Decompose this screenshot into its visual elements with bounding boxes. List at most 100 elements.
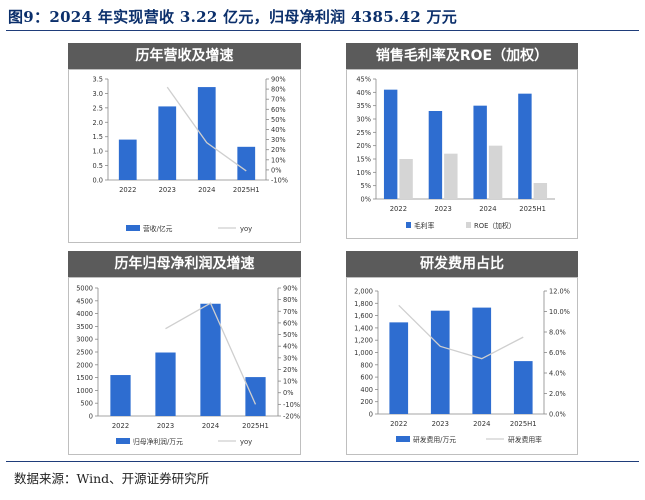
margin-bar-secondary	[444, 153, 458, 199]
rd-bar-primary	[513, 361, 533, 414]
netprofit-bar-primary	[110, 375, 131, 416]
margin-bar-secondary	[488, 145, 503, 199]
rd-left-tick-label: 1,800	[354, 300, 373, 308]
margin-bar-primary	[473, 105, 487, 199]
revenue-right-tick-label: 50%	[271, 116, 286, 124]
rd-left-tick-label: 2,000	[354, 288, 373, 296]
revenue-chart: 0.0 0.5 1.0 1.5 2.0 2.5 3.0 3.5 -10% 0% 10% 20% 30% 4…	[93, 76, 289, 234]
revenue-legend-label: 营收/亿元	[143, 224, 173, 233]
rd-right-tick-label: 12.0%	[549, 288, 570, 296]
netprofit-right-tick-label: 70%	[283, 308, 298, 316]
figure-title: 图9：2024 年实现营收 3.22 亿元，归母净利润 4385.42 万元	[8, 8, 458, 26]
revenue-right-tick-label: 0%	[271, 166, 281, 174]
revenue-legend-swatch	[126, 225, 140, 231]
rd-left-tick-label: 800	[360, 361, 373, 369]
rd-right-tick-label: 10.0%	[549, 308, 570, 316]
revenue-right-tick-label: 20%	[271, 146, 286, 154]
revenue-bar-primary	[237, 146, 256, 180]
rd-right-tick-label: 4.0%	[549, 370, 566, 378]
margin-left-tick-label: 45%	[356, 76, 371, 84]
netprofit-left-tick-label: 5000	[76, 285, 93, 293]
margin-left-tick-label: 0%	[361, 196, 371, 204]
revenue-left-tick-label: 1.0	[93, 148, 104, 156]
netprofit-line-series	[165, 302, 257, 405]
revenue-category-label: 2024	[198, 186, 215, 194]
revenue-right-tick-label: 90%	[271, 76, 286, 84]
netprofit-left-tick-label: 2000	[76, 361, 93, 369]
netprofit-right-tick-label: 10%	[283, 378, 298, 386]
revenue-right-tick-label: -10%	[271, 177, 288, 185]
rd-bar-primary	[472, 307, 492, 414]
netprofit-category-label: 2025H1	[242, 422, 269, 430]
rd-line-series	[398, 304, 524, 360]
netprofit-right-tick-label: 20%	[283, 366, 298, 374]
revenue-left-tick-label: 3.5	[93, 76, 104, 84]
margin-left-tick-label: 35%	[356, 102, 371, 110]
revenue-left-tick-label: 0.0	[93, 177, 104, 185]
revenue-panel: 历年营收及增速 0.0 0.5 1.0 1.5 2.0 2.5 3.0 3.5 -10% 0% 10…	[68, 43, 301, 243]
revenue-category-label: 2022	[119, 186, 136, 194]
revenue-left-tick-label: 3.0	[93, 90, 104, 98]
netprofit-left-tick-label: 4500	[76, 297, 93, 305]
netprofit-right-tick-label: 0%	[283, 389, 293, 397]
revenue-right-tick-label: 70%	[271, 96, 286, 104]
rd-right-tick-label: 8.0%	[549, 329, 566, 337]
rd-left-tick-label: 1,400	[354, 324, 373, 332]
rd-legend-label: 研发费用率	[508, 435, 542, 444]
margin-legend-swatch	[466, 222, 471, 228]
margin-legend-label: ROE（加权）	[474, 221, 516, 230]
netprofit-left-tick-label: 1500	[76, 374, 93, 382]
revenue-left-tick-label: 2.0	[93, 119, 104, 127]
margin-bar-primary	[518, 93, 532, 199]
netprofit-left-tick-label: 1000	[76, 387, 93, 395]
revenue-right-tick-label: 30%	[271, 136, 286, 144]
revenue-right-tick-label: 80%	[271, 86, 286, 94]
netprofit-left-tick-label: 2500	[76, 349, 93, 357]
margin-left-tick-label: 25%	[356, 129, 371, 137]
rd-left-tick-label: 400	[360, 386, 373, 394]
margin-category-label: 2024	[479, 205, 496, 213]
margin-left-tick-label: 15%	[356, 156, 371, 164]
revenue-bar-primary	[197, 87, 216, 180]
margin-legend-swatch	[406, 222, 411, 228]
revenue-category-label: 2025H1	[233, 186, 260, 194]
margin-left-tick-label: 30%	[356, 116, 371, 124]
netprofit-right-tick-label: -10%	[283, 401, 300, 409]
revenue-panel-body	[68, 69, 301, 243]
top-rule	[6, 30, 639, 31]
rd-category-label: 2022	[390, 420, 407, 428]
margin-category-label: 2025H1	[519, 205, 546, 213]
rd-category-label: 2024	[473, 420, 490, 428]
netprofit-panel-body	[68, 277, 301, 455]
margin-left-tick-label: 5%	[361, 182, 371, 190]
rd-panel: 研发费用占比 0 200 400 600 800 1,000 1,200 1,400 1,600…	[346, 251, 578, 455]
netprofit-bar-primary	[200, 303, 221, 416]
rd-right-tick-label: 0.0%	[549, 411, 566, 419]
netprofit-chart: 0 500 1000 1500 2000 2500 3000 3500 4000 4500 5000…	[76, 285, 300, 447]
margin-chart: 0% 5% 10% 15% 20% 25% 30% 35% 40% 45% 2022 2023 2024…	[356, 76, 555, 230]
margin-category-label: 2023	[434, 205, 451, 213]
rd-left-tick-label: 1,600	[354, 312, 373, 320]
netprofit-left-tick-label: 3500	[76, 323, 93, 331]
margin-panel-title: 销售毛利率及ROE（加权）	[346, 43, 578, 69]
netprofit-panel-title: 历年归母净利润及增速	[68, 251, 301, 277]
source-note: 数据来源：Wind、开源证券研究所	[14, 471, 210, 486]
rd-panel-body	[346, 277, 578, 455]
netprofit-category-label: 2022	[112, 422, 129, 430]
revenue-category-label: 2023	[159, 186, 176, 194]
netprofit-category-label: 2023	[157, 422, 174, 430]
netprofit-right-tick-label: 50%	[283, 331, 298, 339]
netprofit-right-tick-label: 90%	[283, 285, 298, 293]
netprofit-panel: 历年归母净利润及增速 0 500 1000 1500 2000 2500 3000 3500 4…	[68, 251, 301, 455]
netprofit-left-tick-label: 0	[89, 413, 93, 421]
rd-panel-title: 研发费用占比	[346, 251, 578, 277]
revenue-panel-title: 历年营收及增速	[68, 43, 301, 69]
netprofit-right-tick-label: 80%	[283, 296, 298, 304]
netprofit-legend-label: yoy	[240, 438, 252, 446]
netprofit-right-tick-label: 60%	[283, 319, 298, 327]
netprofit-bar-primary	[245, 377, 266, 416]
revenue-legend-label: yoy	[240, 225, 252, 233]
rd-left-tick-label: 600	[360, 374, 373, 382]
rd-left-tick-label: 200	[360, 398, 373, 406]
margin-left-tick-label: 10%	[356, 169, 371, 177]
